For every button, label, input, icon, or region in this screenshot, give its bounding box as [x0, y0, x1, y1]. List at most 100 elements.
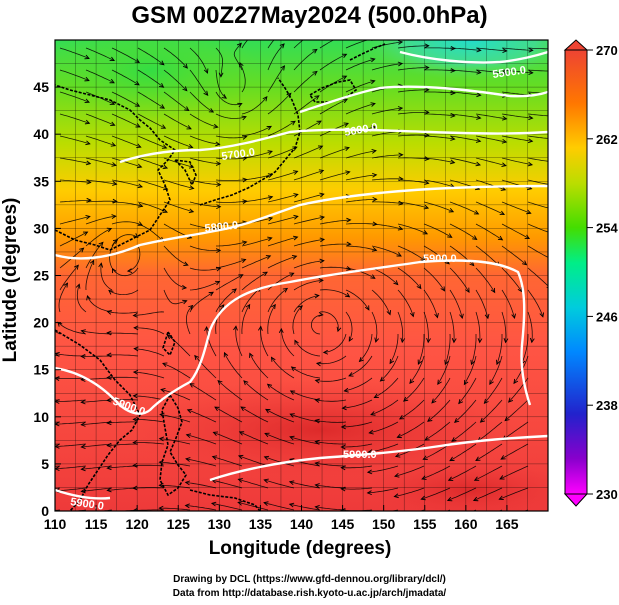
streamline-arrowhead [215, 248, 222, 254]
streamline-arrowhead [106, 310, 112, 315]
streamline [448, 465, 477, 481]
streamline [159, 484, 191, 489]
streamline-arrowhead [185, 457, 191, 462]
contour-label-5600: 5600.0 [343, 121, 378, 139]
streamline-arrowhead [447, 233, 453, 238]
streamline [371, 311, 378, 343]
streamline-arrowhead [317, 145, 324, 150]
streamline [159, 461, 191, 467]
streamline-arrowhead [340, 444, 346, 450]
streamline-arrowhead [409, 311, 415, 318]
streamline-arrowhead [437, 379, 442, 385]
x-tick-label: 145 [331, 516, 355, 532]
streamline [394, 487, 425, 497]
streamline-arrowhead [29, 465, 33, 469]
streamline [189, 383, 217, 401]
streamline-arrowhead [132, 462, 138, 468]
colorbar-bottom-arrow [563, 493, 589, 507]
streamline-arrowhead [367, 512, 371, 516]
streamline [55, 421, 87, 425]
streamline [133, 442, 165, 445]
streamline [264, 433, 295, 445]
streamline [85, 69, 115, 84]
streamline-arrowhead [181, 284, 188, 290]
streamline-arrowhead [264, 432, 270, 438]
streamline-arrowhead [424, 156, 430, 162]
streamline-arrowhead [394, 472, 400, 478]
streamline-arrowhead [451, 437, 457, 442]
streamline [267, 40, 275, 49]
streamline [81, 465, 113, 470]
streamline-arrowhead [297, 305, 303, 311]
streamline-arrowhead [555, 137, 559, 141]
streamline-arrowhead [112, 239, 119, 244]
streamline-arrowhead [210, 501, 217, 507]
streamline [189, 47, 208, 74]
streamline [501, 179, 532, 190]
streamline [418, 334, 425, 365]
streamline-arrowhead [314, 378, 321, 384]
streamline [345, 80, 375, 93]
streamline-arrowhead [424, 436, 430, 441]
streamline [345, 267, 376, 279]
streamline-arrowhead [237, 454, 244, 460]
streamline-arrowhead [240, 406, 246, 412]
streamline [451, 421, 477, 442]
streamline-arrowhead [263, 501, 269, 506]
streamline [527, 267, 548, 287]
streamline [189, 157, 221, 165]
y-axis-ticks: 0 5 10 15 20 25 30 35 40 45 [33, 79, 61, 519]
x-tick-label: 120 [125, 516, 149, 532]
streamline-arrowhead [500, 455, 506, 460]
streamline-arrowhead [555, 92, 559, 96]
streamline [374, 377, 399, 398]
streamline [267, 193, 298, 203]
streamline [344, 377, 373, 392]
streamline [189, 201, 221, 208]
streamline-arrowhead [208, 108, 215, 113]
streamline-arrowhead [416, 283, 422, 290]
streamline [527, 245, 548, 258]
streamline [394, 465, 425, 477]
streamline-arrowhead [282, 287, 289, 293]
streamline-arrowhead [470, 359, 475, 366]
streamline [267, 255, 297, 269]
streamline-arrowhead [501, 162, 507, 168]
streamline-arrowhead [343, 122, 350, 127]
streamline-arrowhead [112, 181, 118, 186]
y-tick-label: 35 [33, 173, 49, 189]
streamline-arrowhead [134, 102, 141, 107]
streamline-arrowhead [454, 417, 460, 423]
streamline [59, 135, 90, 145]
streamline-arrowhead [86, 295, 91, 301]
streamline-arrowhead [314, 483, 320, 488]
streamline-arrowhead [368, 429, 374, 435]
streamline-arrowhead [285, 26, 289, 30]
streamline-arrowhead [63, 282, 69, 288]
streamline-arrowhead [403, 396, 409, 402]
streamline [397, 267, 422, 289]
x-tick-label: 150 [372, 516, 396, 532]
streamline [449, 91, 481, 96]
streamline [293, 40, 304, 49]
streamline-arrowhead [159, 83, 165, 88]
streamline-arrowhead [475, 138, 482, 143]
streamline-arrowhead [80, 444, 86, 450]
streamline [315, 462, 346, 467]
streamline-arrowhead [528, 70, 534, 75]
streamline-arrowhead [245, 303, 251, 310]
streamline [473, 487, 503, 501]
streamline-arrowhead [315, 361, 322, 367]
streamline-arrowhead [503, 338, 509, 344]
streamline-arrowhead [451, 338, 457, 344]
streamline-arrowhead [529, 337, 535, 344]
streamline [111, 157, 142, 168]
streamline [215, 288, 237, 313]
streamline-arrowhead [29, 397, 33, 401]
streamline [55, 399, 87, 402]
streamline-arrowhead [502, 48, 508, 53]
streamline [100, 263, 113, 291]
streamline-arrowhead [449, 456, 455, 462]
streamline-arrowhead [134, 80, 140, 86]
streamline [424, 421, 451, 441]
